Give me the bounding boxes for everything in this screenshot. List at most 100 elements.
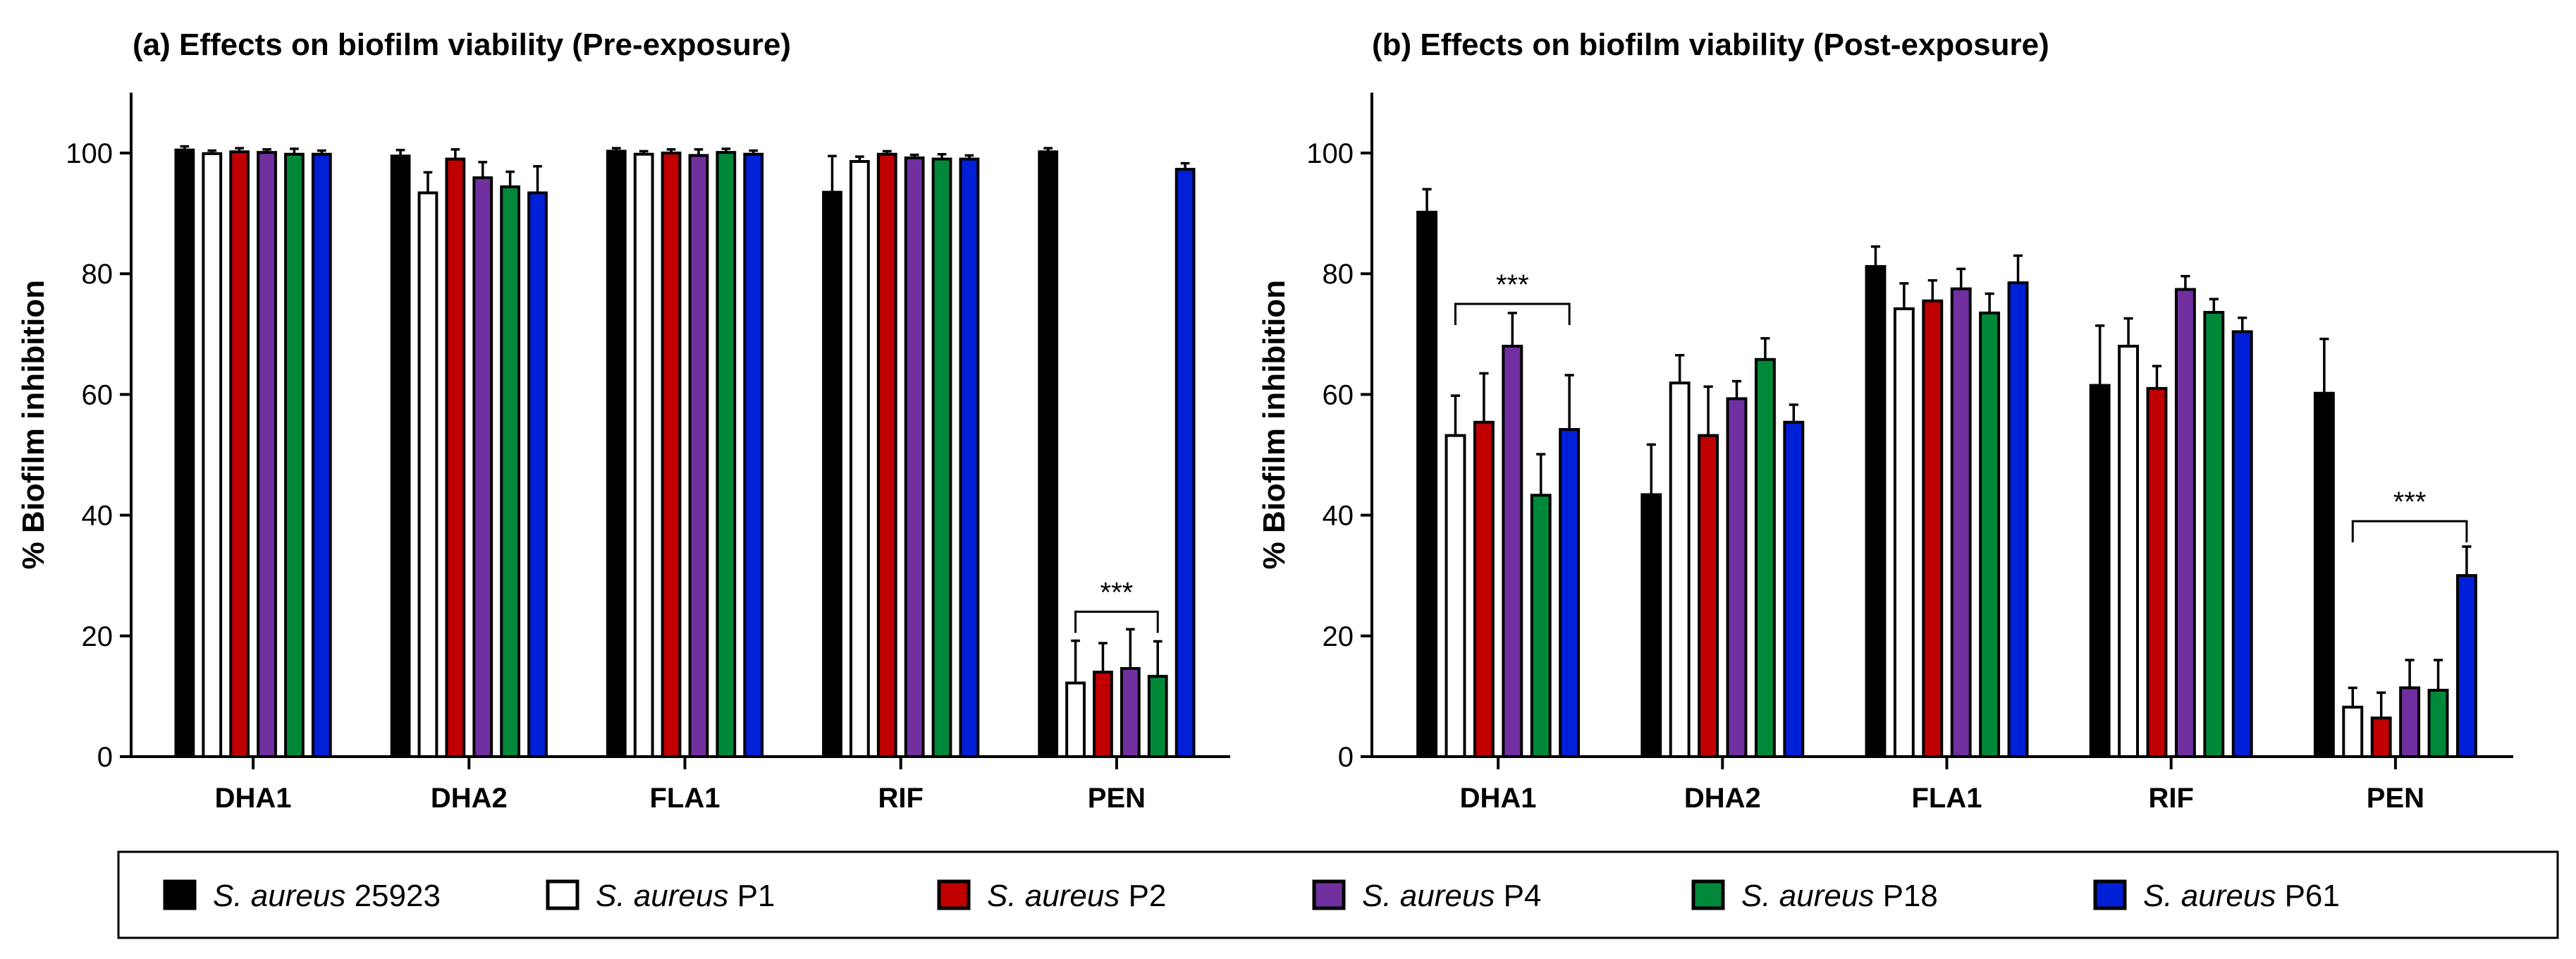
- bar: [2007, 281, 2029, 759]
- bar: [1865, 264, 1887, 759]
- category-label: PEN: [1088, 783, 1146, 814]
- bar: [1120, 667, 1141, 758]
- category-label: FLA1: [1912, 783, 1982, 814]
- bar: [876, 152, 897, 759]
- legend-label-species: S. aureus: [2143, 879, 2276, 913]
- bar: [1754, 358, 1776, 758]
- legend-label-strain: P2: [1120, 879, 1166, 913]
- bar: [1038, 150, 1059, 758]
- y-tick-label: 100: [66, 138, 113, 169]
- category-label: FLA1: [650, 783, 720, 814]
- bar: [1174, 168, 1196, 758]
- legend-label-strain: P4: [1495, 879, 1541, 913]
- significance-label: ***: [1496, 269, 1529, 300]
- legend-label-species: S. aureus: [213, 879, 345, 913]
- bar: [1893, 307, 1915, 758]
- bar: [2399, 686, 2421, 759]
- bar: [2231, 330, 2253, 759]
- bar: [174, 148, 195, 759]
- legend-label: S. aureus P2: [987, 879, 1166, 913]
- bar: [743, 152, 764, 759]
- legend-swatch: [1312, 879, 1346, 910]
- bar: [1669, 381, 1691, 758]
- bar: [2118, 344, 2140, 759]
- bar: [1530, 494, 1552, 758]
- bar: [1502, 344, 1523, 759]
- bar: [2146, 386, 2168, 758]
- legend-swatch: [937, 879, 971, 910]
- legend-label: S. aureus P1: [596, 879, 775, 913]
- y-tick-label: 60: [82, 379, 114, 410]
- bar: [904, 156, 925, 758]
- bar: [311, 152, 332, 759]
- legend-label: S. aureus P4: [1362, 879, 1541, 913]
- y-tick-label: 80: [1323, 259, 1354, 290]
- bar: [2427, 688, 2449, 759]
- bar: [931, 157, 952, 758]
- bar: [1640, 493, 1662, 758]
- y-tick-label: 0: [97, 742, 113, 773]
- bar: [2313, 391, 2335, 758]
- legend-swatch: [1691, 879, 1725, 910]
- significance-label: ***: [1100, 578, 1134, 609]
- bar: [606, 149, 627, 758]
- y-tick-label: 20: [1323, 621, 1354, 652]
- bar: [2455, 574, 2477, 758]
- bar: [1093, 671, 1113, 758]
- significance-bracket: [1454, 303, 1571, 325]
- bar: [1559, 428, 1581, 758]
- legend-label-strain: P1: [728, 879, 775, 913]
- category-label: DHA1: [215, 783, 292, 814]
- bar: [1473, 420, 1495, 758]
- legend-swatch: [163, 879, 197, 910]
- y-axis-label: % Biofilm inhibition: [16, 280, 51, 570]
- panel-b-post-exposure: (b) Effects on biofilm viability (Post-e…: [1257, 28, 2513, 814]
- bar: [2174, 288, 2196, 758]
- bar: [2342, 705, 2364, 758]
- significance-label: ***: [2393, 487, 2427, 518]
- bar: [229, 150, 250, 758]
- legend: S. aureus 25923 S. aureus P1 S. aureus P2 S…: [117, 850, 2559, 939]
- bar: [257, 151, 277, 759]
- legend-label-strain: P61: [2276, 879, 2340, 913]
- bar: [822, 190, 842, 758]
- significance-bracket: [2351, 520, 2468, 543]
- legend-label: S. aureus P18: [1741, 879, 1938, 913]
- category-label: RIF: [2148, 783, 2193, 814]
- bar: [849, 159, 870, 758]
- legend-label-species: S. aureus: [987, 879, 1120, 913]
- bar: [2370, 716, 2392, 759]
- legend-label-species: S. aureus: [596, 879, 728, 913]
- legend-label-species: S. aureus: [1362, 879, 1495, 913]
- category-label: DHA1: [1460, 783, 1537, 814]
- bar: [445, 157, 466, 758]
- significance-bracket: [1074, 611, 1159, 633]
- bar: [716, 151, 737, 759]
- category-label: RIF: [878, 783, 923, 814]
- legend-swatch: [2093, 879, 2127, 910]
- bar: [1065, 681, 1086, 758]
- bar: [500, 185, 521, 759]
- bar: [1922, 299, 1944, 759]
- bar: [527, 191, 548, 759]
- category-label: DHA2: [1684, 783, 1761, 814]
- category-label: DHA2: [431, 783, 508, 814]
- y-axis-label: % Biofilm inhibition: [1257, 280, 1292, 570]
- y-tick-label: 100: [1306, 138, 1354, 169]
- bar: [202, 152, 223, 758]
- bar: [1416, 210, 1438, 758]
- y-tick-label: 20: [82, 621, 114, 652]
- bar: [390, 154, 411, 758]
- legend-label-species: S. aureus: [1741, 879, 1874, 913]
- bar: [633, 152, 654, 759]
- panel-title: (a) Effects on biofilm viability (Pre-ex…: [133, 28, 791, 62]
- bar: [959, 157, 980, 758]
- bar: [1445, 434, 1466, 758]
- y-tick-label: 80: [82, 259, 114, 290]
- bar: [1950, 287, 1972, 759]
- y-tick-label: 60: [1323, 379, 1354, 410]
- y-tick-label: 40: [82, 501, 114, 532]
- y-tick-label: 0: [1338, 742, 1354, 773]
- bar: [661, 152, 682, 758]
